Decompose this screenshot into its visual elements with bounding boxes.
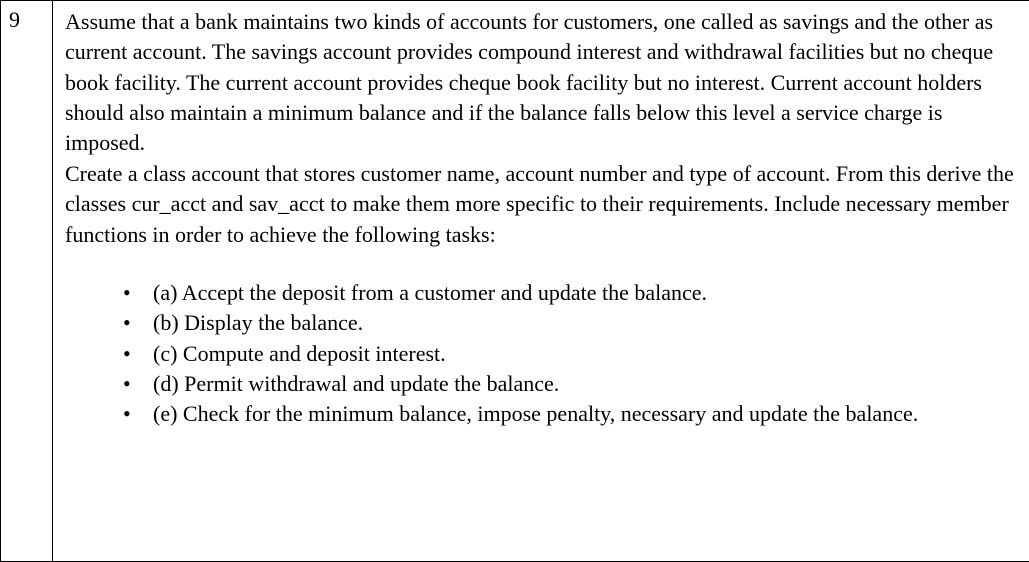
paragraph-1: Assume that a bank maintains two kinds o… [65,7,1017,159]
question-number-cell: 9 [1,1,53,561]
task-list: (a) Accept the deposit from a customer a… [65,278,1017,430]
list-item: (c) Compute and deposit interest. [123,339,1017,369]
list-item: (d) Permit withdrawal and update the bal… [123,369,1017,399]
question-number: 9 [9,7,20,32]
question-content-cell: Assume that a bank maintains two kinds o… [53,1,1029,561]
paragraph-2: Create a class account that stores custo… [65,159,1017,250]
list-item: (b) Display the balance. [123,308,1017,338]
list-item: (a) Accept the deposit from a customer a… [123,278,1017,308]
list-item: (e) Check for the minimum balance, impos… [123,399,1017,429]
question-table: 9 Assume that a bank maintains two kinds… [0,0,1029,562]
